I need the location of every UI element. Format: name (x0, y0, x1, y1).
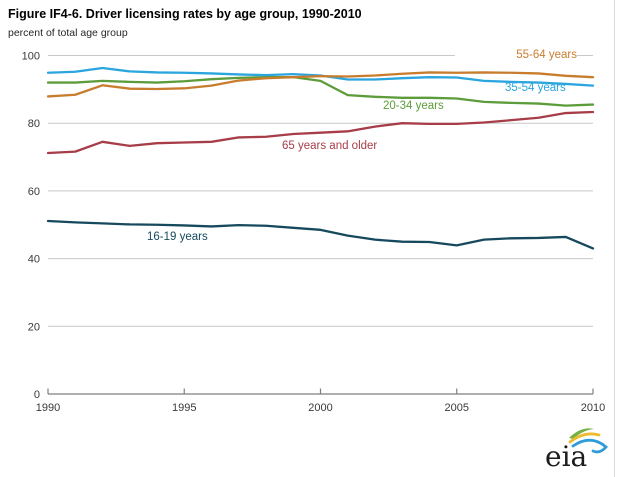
y-tick-label: 80 (28, 118, 40, 130)
x-tick-label: 2000 (308, 402, 332, 414)
series-label-35-54: 35-54 years (505, 82, 566, 94)
window-right-border (614, 0, 615, 477)
logo-arc-blue (571, 438, 608, 454)
logo-text: eia (545, 440, 587, 473)
unit-label: percent of total age group (8, 27, 128, 39)
series-label-16-19: 16-19 years (147, 231, 208, 243)
eia-logo: eia (545, 428, 608, 473)
series-label-55-64: 55-64 years (455, 49, 577, 61)
x-tick-label: 2010 (581, 402, 605, 414)
series-label-20-34: 20-34 years (383, 100, 444, 112)
series-line-65-older (46, 110, 595, 155)
series-line-20-34 (46, 76, 595, 107)
logo-arc-green (569, 428, 594, 439)
y-tick-label: 20 (28, 321, 40, 333)
x-tick-label: 2005 (445, 402, 469, 414)
logo-arc-yellow (568, 432, 601, 444)
x-tick-label: 1995 (172, 402, 196, 414)
chart-title: Figure IF4-6. Driver licensing rates by … (8, 7, 362, 21)
y-tick-label: 40 (28, 254, 40, 266)
series-line-16-19 (46, 219, 595, 250)
y-tick-label: 100 (22, 51, 40, 63)
y-tick-label: 0 (34, 389, 40, 401)
y-tick-label: 60 (28, 186, 40, 198)
series-line-55-64 (46, 71, 595, 98)
series-label-65-older: 65 years and older (282, 140, 378, 152)
x-tick-label: 1990 (36, 402, 60, 414)
